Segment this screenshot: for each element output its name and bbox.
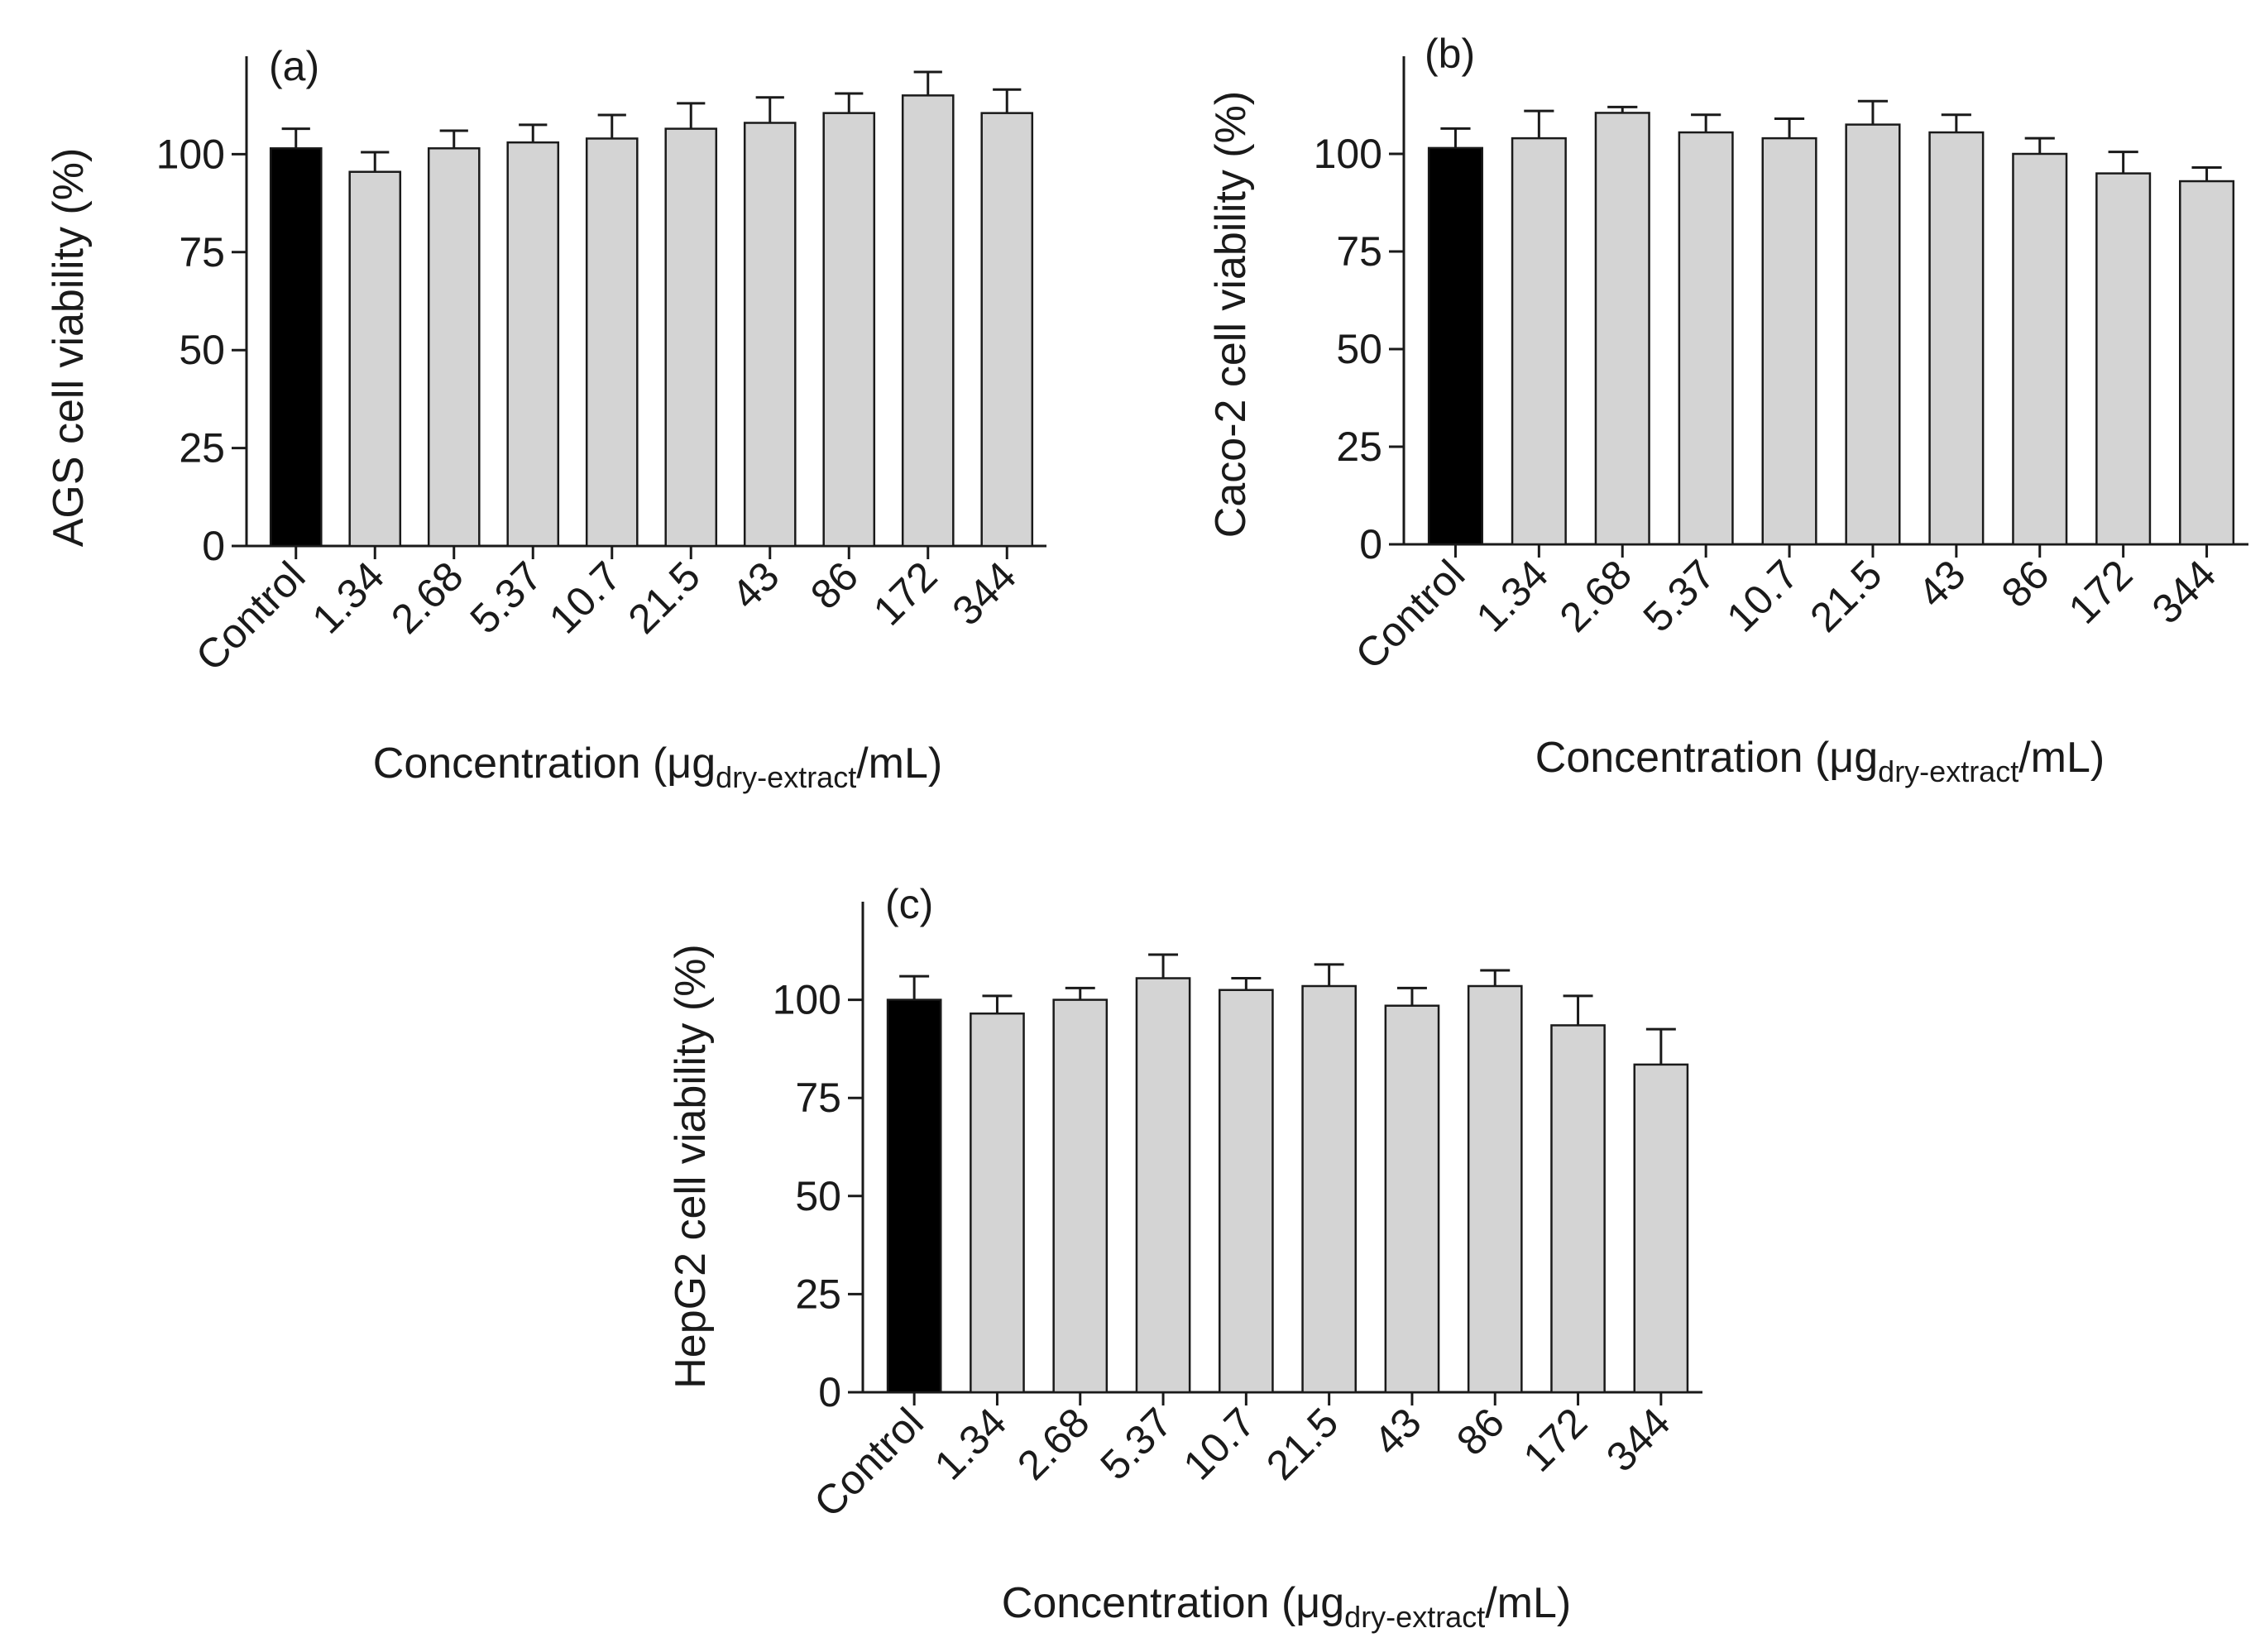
panel-c-x-axis-title: Concentration (μgdry-extract/mL): [1002, 1579, 1571, 1634]
panel-c-chart: (c) HepG2 cell viability (%) Concentrati…: [667, 881, 1702, 1634]
panel-a-y-axis-title: AGS cell viability (%): [45, 148, 93, 548]
panel-b-y-axis-title: Caco-2 cell viability (%): [1207, 91, 1255, 538]
panel-c-category-label: 1.34: [926, 1399, 1015, 1488]
panel-a-y-tick-label: 75: [179, 229, 225, 275]
panel-c-bar-dose: [1301, 984, 1357, 1394]
panel-a-bar-dose: [743, 122, 797, 548]
panel-c-bar-dose: [1467, 984, 1523, 1394]
panel-a-y-tick-label: 25: [179, 425, 225, 472]
panel-b-chart: (b) Caco-2 cell viability (%) Concentrat…: [1207, 31, 2248, 788]
panel-a-label: (a): [269, 43, 319, 89]
panel-a-category-label: 21.5: [620, 553, 709, 642]
panel-c-bar-control: [886, 998, 942, 1394]
panel-a-category-label: 43: [723, 553, 788, 618]
panel-a-bar-dose: [901, 94, 955, 548]
panel-a-category-label: 10.7: [540, 553, 630, 642]
panel-c-bar-dose: [1052, 998, 1109, 1394]
panel-b-category-label: 344: [2143, 551, 2225, 633]
panel-c-category-label: 2.68: [1008, 1399, 1098, 1488]
panel-b-category-label: 43: [1909, 551, 1975, 616]
panel-a-bar-control: [269, 147, 323, 548]
panel-a-bar-dose: [585, 137, 639, 548]
panel-b-bar-dose: [1845, 123, 1901, 546]
panel-c-x-axis-title-subscript: dry-extract: [1344, 1600, 1485, 1634]
panel-a-category-label: 1.34: [304, 553, 393, 642]
panel-c-category-label: Control: [805, 1399, 932, 1526]
panel-b-y-tick-label: 50: [1336, 326, 1382, 372]
panel-b-x-axis-title-main: Concentration (μg: [1535, 734, 1878, 782]
panel-a-y-tick-label: 50: [179, 327, 225, 373]
panel-c-category-label: 5.37: [1091, 1399, 1180, 1488]
panel-c-y-axis-title: HepG2 cell viability (%): [667, 944, 715, 1389]
panel-c-y-tick-label: 0: [818, 1369, 841, 1415]
panel-b-y-tick-label: 25: [1336, 424, 1382, 470]
panel-b-bar-dose: [1928, 131, 1985, 546]
panel-b-bar-dose: [1594, 112, 1650, 546]
panel-a-category-label: 86: [802, 553, 867, 618]
panel-b-bar-dose: [2095, 172, 2152, 546]
panel-c-y-tick-label: 50: [795, 1173, 841, 1219]
panel-c-bar-dose: [1550, 1024, 1606, 1394]
panel-b-x-axis-title-tail: /mL): [2018, 734, 2105, 782]
panel-c-x-axis-title-main: Concentration (μg: [1002, 1579, 1344, 1627]
panel-b-bar-control: [1427, 146, 1483, 546]
panel-c-bar-dose: [1219, 989, 1274, 1394]
panel-b-category-label: Control: [1347, 551, 1474, 678]
panel-c-x-axis-title-tail: /mL): [1485, 1579, 1571, 1627]
panel-c-category-label: 344: [1597, 1399, 1679, 1481]
panel-c-category-label: 43: [1365, 1399, 1430, 1464]
panel-c-category-label: 86: [1448, 1399, 1513, 1464]
panel-c-category-label: 21.5: [1257, 1399, 1347, 1488]
panel-a-x-axis-title-main: Concentration (μg: [373, 740, 716, 788]
panel-a-bar-dose: [822, 112, 876, 548]
panel-b-category-label: 1.34: [1468, 551, 1557, 640]
panel-b-bar-dose: [1761, 136, 1817, 546]
panel-c-y-tick-label: 75: [795, 1075, 841, 1121]
panel-c-category-label: 10.7: [1175, 1399, 1264, 1488]
panel-a-x-axis-title: Concentration (μgdry-extract/mL): [373, 740, 942, 794]
panel-b-bar-dose: [1511, 136, 1567, 546]
panel-a-category-label: 344: [943, 553, 1025, 634]
panel-c-bar-dose: [1633, 1063, 1689, 1394]
panel-a-x-axis-title-subscript: dry-extract: [716, 760, 856, 794]
panel-b-bar-dose: [1678, 131, 1734, 546]
panel-b-x-axis-title: Concentration (μgdry-extract/mL): [1535, 734, 2105, 788]
panel-a-bar-dose: [664, 127, 718, 548]
panel-c-y-tick-label: 100: [773, 977, 841, 1023]
panel-a-y-tick-label: 100: [156, 131, 225, 177]
panel-c-label: (c): [885, 881, 933, 927]
panel-c-category-label: 172: [1515, 1399, 1597, 1481]
panel-b-y-tick-label: 0: [1359, 521, 1382, 567]
panel-b-category-label: 86: [1993, 551, 2058, 616]
panel-c-bar-dose: [1384, 1004, 1440, 1394]
panel-a-category-label: Control: [187, 553, 314, 680]
panel-b-category-label: 172: [2060, 551, 2142, 633]
panel-b-x-axis-title-subscript: dry-extract: [1878, 754, 2018, 788]
panel-a-category-label: 5.37: [462, 553, 551, 642]
panel-c-y-tick-label: 25: [795, 1271, 841, 1317]
panel-a-bar-dose: [427, 147, 481, 548]
panel-b-y-tick-label: 100: [1314, 131, 1382, 177]
panel-a-bar-dose: [980, 112, 1034, 548]
panel-a-category-label: 172: [864, 553, 946, 634]
panel-c-bar-dose: [970, 1012, 1025, 1394]
panel-a-x-axis-title-tail: /mL): [856, 740, 942, 788]
panel-b-label: (b): [1425, 31, 1475, 77]
panel-b-bar-dose: [2012, 152, 2068, 546]
panel-b-bar-dose: [2179, 180, 2235, 546]
panel-b-category-label: 5.37: [1635, 551, 1724, 640]
panel-a-bar-dose: [506, 141, 560, 548]
panel-a-category-label: 2.68: [382, 553, 472, 642]
panel-b-category-label: 2.68: [1551, 551, 1640, 640]
panel-a-chart: (a) AGS cell viability (%) Concentration…: [45, 43, 1046, 794]
panel-b-category-label: 21.5: [1801, 551, 1890, 640]
panel-b-y-tick-label: 75: [1336, 228, 1382, 275]
panel-a-y-tick-label: 0: [202, 523, 225, 569]
panel-b-category-label: 10.7: [1717, 551, 1807, 640]
panel-c-bar-dose: [1135, 977, 1191, 1394]
panel-a-bar-dose: [348, 170, 402, 548]
